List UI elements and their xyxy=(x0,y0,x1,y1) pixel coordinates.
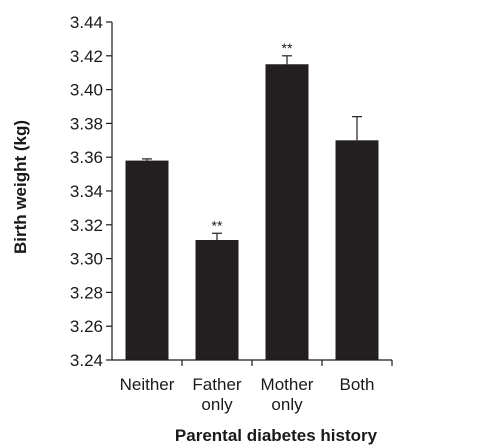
x-tick-label: Both xyxy=(340,375,375,394)
x-tick-label: only xyxy=(201,395,233,414)
bar xyxy=(125,160,169,360)
y-tick-label: 3.36 xyxy=(70,148,103,167)
y-tick-label: 3.30 xyxy=(70,250,103,269)
x-tick-label: Mother xyxy=(261,375,314,394)
y-tick-label: 3.34 xyxy=(70,182,103,201)
y-tick-label: 3.44 xyxy=(70,13,103,32)
bar xyxy=(265,64,309,360)
y-axis-title: Birth weight (kg) xyxy=(11,120,30,254)
significance-label: ** xyxy=(282,40,293,56)
bars: ** ** xyxy=(125,40,379,360)
bar xyxy=(335,140,379,360)
significance-label: ** xyxy=(212,217,223,233)
x-tick-label: only xyxy=(271,395,303,414)
y-tick-label: 3.40 xyxy=(70,81,103,100)
y-tick-label: 3.32 xyxy=(70,216,103,235)
y-tick-label: 3.38 xyxy=(70,114,103,133)
x-axis-title: Parental diabetes history xyxy=(175,426,378,445)
x-tick-label: Neither xyxy=(120,375,175,394)
y-tick-label: 3.42 xyxy=(70,47,103,66)
bar xyxy=(195,240,239,360)
y-tick-label: 3.26 xyxy=(70,317,103,336)
y-tick-label: 3.28 xyxy=(70,283,103,302)
x-tick-label: Father xyxy=(192,375,241,394)
y-axis: 3.24 3.26 3.28 3.30 3.32 3.34 3.36 3.38 3.40 3.42… xyxy=(70,13,113,370)
y-tick-label: 3.24 xyxy=(70,351,103,370)
